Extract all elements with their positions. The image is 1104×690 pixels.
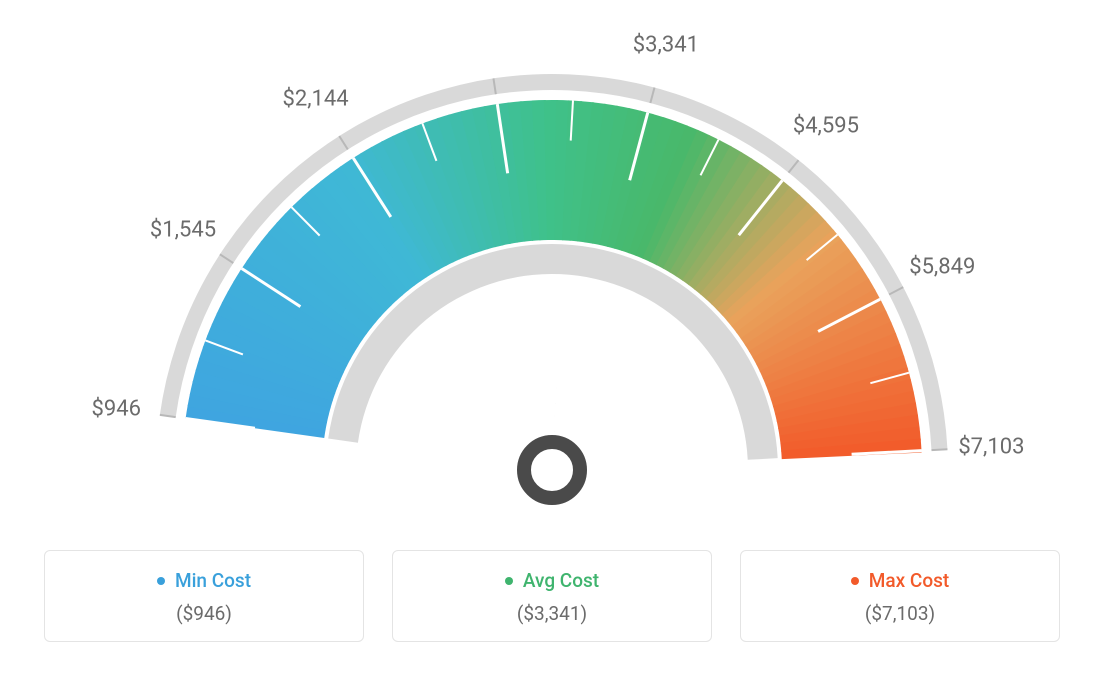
legend-card-avg: Avg Cost ($3,341) [392, 550, 712, 642]
gauge-tick-label: $946 [92, 396, 141, 421]
gauge-tick-label: $3,341 [633, 32, 699, 57]
legend-label-min: Min Cost [175, 569, 251, 592]
legend-title-avg: Avg Cost [505, 569, 599, 592]
legend-title-max: Max Cost [851, 569, 949, 592]
legend-row: Min Cost ($946) Avg Cost ($3,341) Max Co… [40, 550, 1064, 642]
gauge-tick-label: $5,849 [909, 254, 975, 279]
legend-value-max: ($7,103) [761, 602, 1039, 625]
gauge-tick-label: $1,545 [150, 218, 216, 243]
legend-title-min: Min Cost [157, 569, 251, 592]
legend-card-min: Min Cost ($946) [44, 550, 364, 642]
cost-gauge: $946 $1,545 $2,144 $3,341 $4,595 $5,849 $7,103 [40, 30, 1064, 510]
legend-label-avg: Avg Cost [523, 569, 599, 592]
legend-value-min: ($946) [65, 602, 343, 625]
gauge-tick-label: $7,103 [958, 434, 1024, 459]
legend-value-avg: ($3,341) [413, 602, 691, 625]
gauge-tick-label: $4,595 [793, 113, 859, 138]
legend-label-max: Max Cost [869, 569, 949, 592]
gauge-tick-label: $2,144 [283, 86, 349, 111]
legend-card-max: Max Cost ($7,103) [740, 550, 1060, 642]
